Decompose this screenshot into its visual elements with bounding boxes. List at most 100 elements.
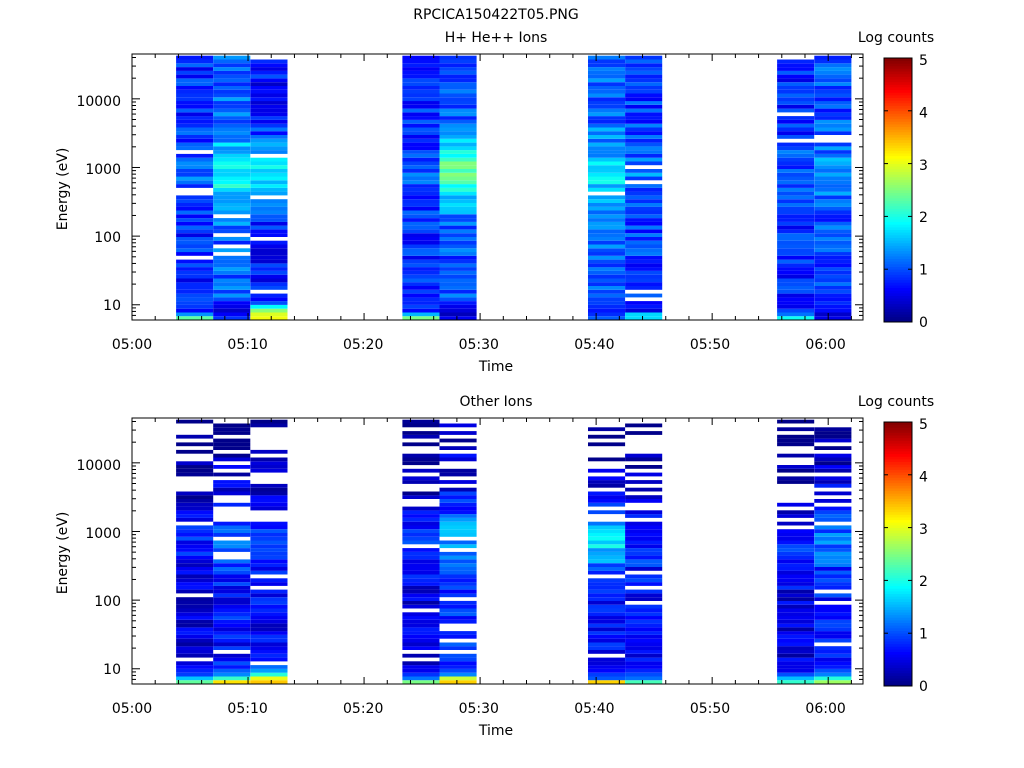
spectrogram-cell bbox=[250, 89, 288, 94]
spectrogram-cell bbox=[439, 240, 477, 245]
spectrogram-cell bbox=[402, 187, 440, 192]
spectrogram-cell bbox=[213, 616, 251, 620]
spectrogram-cell bbox=[777, 680, 815, 684]
spectrogram-cell bbox=[814, 646, 852, 650]
spectrogram-cell bbox=[176, 578, 214, 583]
colorbar-band bbox=[884, 298, 912, 302]
spectrogram-cell bbox=[213, 578, 251, 583]
spectrogram-cell bbox=[588, 119, 626, 124]
spectrogram-cell bbox=[625, 638, 663, 643]
colorbar-band bbox=[884, 683, 912, 687]
spectrogram-cell bbox=[176, 589, 214, 594]
spectrogram-cell bbox=[588, 563, 626, 567]
spectrogram-cell bbox=[176, 536, 214, 541]
spectrogram-cell bbox=[402, 476, 440, 481]
spectrogram-cell bbox=[250, 634, 288, 639]
spectrogram-cell bbox=[625, 589, 663, 594]
spectrogram-cell bbox=[250, 119, 288, 124]
spectrogram-cell bbox=[176, 495, 214, 499]
spectrogram-cell bbox=[250, 259, 288, 264]
spectrogram-cell bbox=[439, 680, 477, 684]
spectrogram-cell bbox=[814, 67, 852, 71]
colorbar-tick-label: 2 bbox=[919, 210, 928, 226]
spectrogram-cell bbox=[176, 676, 214, 681]
colorbar-band bbox=[884, 266, 912, 270]
spectrogram-cell bbox=[176, 548, 214, 552]
spectrogram-cell bbox=[439, 578, 477, 583]
spectrogram-cell bbox=[250, 665, 288, 669]
spectrogram-cell bbox=[402, 612, 440, 617]
spectrogram-cell bbox=[213, 93, 251, 98]
spectrogram-cell bbox=[625, 593, 663, 598]
spectrogram-cell bbox=[439, 293, 477, 298]
colorbar-band bbox=[884, 314, 912, 318]
spectrogram-cell bbox=[213, 442, 251, 447]
spectrogram-cell bbox=[814, 289, 852, 294]
spectrogram-cell bbox=[777, 582, 815, 586]
spectrogram-cell bbox=[439, 551, 477, 556]
spectrogram-cell bbox=[625, 233, 663, 237]
spectrogram-cell bbox=[213, 195, 251, 200]
spectrogram-cell bbox=[777, 214, 815, 219]
spectrogram-cell bbox=[777, 267, 815, 271]
spectrogram-0 bbox=[176, 55, 852, 320]
spectrogram-cell bbox=[777, 172, 815, 177]
spectrogram-cell bbox=[439, 89, 477, 94]
spectrogram-cell bbox=[250, 286, 288, 290]
spectrogram-cell bbox=[777, 672, 815, 677]
colorbar-band bbox=[884, 160, 912, 164]
spectrogram-cell bbox=[439, 214, 477, 219]
spectrogram-cell bbox=[250, 229, 288, 234]
spectrogram-cell bbox=[250, 97, 288, 102]
spectrogram-cell bbox=[250, 85, 288, 90]
spectrogram-cell bbox=[439, 67, 477, 71]
spectrogram-cell bbox=[777, 119, 815, 124]
colorbar-band bbox=[884, 458, 912, 462]
colorbar-band bbox=[884, 527, 912, 531]
colorbar-tick-label: 4 bbox=[919, 105, 928, 121]
spectrogram-cell bbox=[250, 282, 288, 286]
spectrogram-cell bbox=[814, 668, 852, 673]
spectrogram-cell bbox=[777, 78, 815, 83]
spectrogram-cell bbox=[814, 123, 852, 128]
spectrogram-cell bbox=[402, 248, 440, 253]
colorbar-band bbox=[884, 240, 912, 244]
spectrogram-cell bbox=[625, 123, 663, 128]
spectrogram-cell bbox=[213, 597, 251, 601]
x-tick-label: 05:30 bbox=[459, 701, 499, 717]
spectrogram-cell bbox=[777, 665, 815, 669]
spectrogram-cell bbox=[588, 169, 626, 173]
spectrogram-cell bbox=[213, 210, 251, 215]
spectrogram-cell bbox=[213, 502, 251, 507]
spectrogram-cell bbox=[777, 623, 815, 628]
spectrogram-cell bbox=[625, 480, 663, 484]
spectrogram-cell bbox=[588, 551, 626, 556]
spectrogram-cell bbox=[777, 108, 815, 113]
spectrogram-cell bbox=[814, 446, 852, 450]
spectrogram-cell bbox=[402, 461, 440, 466]
spectrogram-cell bbox=[176, 267, 214, 271]
spectrogram-cell bbox=[402, 665, 440, 669]
spectrogram-cell bbox=[250, 623, 288, 628]
spectrogram-cell bbox=[588, 240, 626, 245]
colorbar-band bbox=[884, 147, 912, 151]
spectrogram-cell bbox=[439, 431, 477, 435]
colorbar-band bbox=[884, 429, 912, 433]
spectrogram-cell bbox=[625, 529, 663, 533]
spectrogram-cell bbox=[814, 465, 852, 469]
spectrogram-cell bbox=[250, 680, 288, 684]
colorbar-band bbox=[884, 469, 912, 473]
spectrogram-cell bbox=[625, 578, 663, 583]
colorbar-tick-label: 1 bbox=[919, 627, 928, 643]
spectrogram-cell bbox=[777, 252, 815, 256]
spectrogram-cell bbox=[439, 438, 477, 443]
spectrogram-cell bbox=[439, 274, 477, 279]
colorbar-band bbox=[884, 659, 912, 663]
spectrogram-cell bbox=[777, 312, 815, 317]
spectrogram-cell bbox=[777, 85, 815, 90]
spectrogram-cell bbox=[625, 240, 663, 245]
spectrogram-cell bbox=[402, 589, 440, 594]
colorbar-band bbox=[884, 295, 912, 299]
spectrogram-cell bbox=[814, 499, 852, 503]
spectrogram-cell bbox=[176, 274, 214, 279]
